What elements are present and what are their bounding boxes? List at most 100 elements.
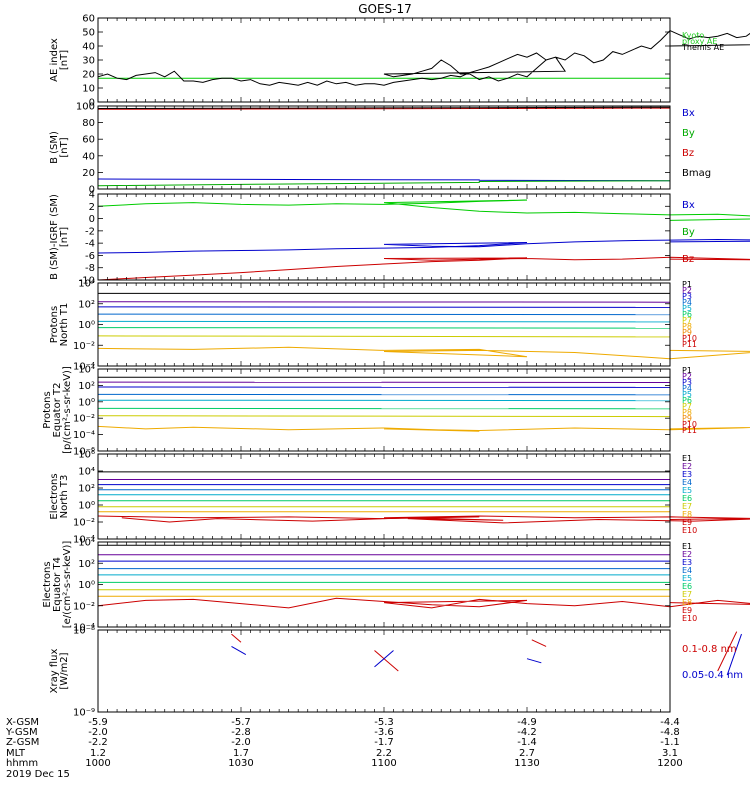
- legend-entry: E5: [682, 486, 692, 495]
- panel-frame: [97, 629, 671, 713]
- y-tick-label: 10: [82, 84, 95, 95]
- legend-entry: P5: [682, 390, 692, 399]
- y-tick-label: -10: [79, 276, 95, 287]
- legend-entry: E6: [682, 582, 692, 591]
- y-tick-label: -2: [85, 226, 95, 237]
- legend-entry: E10: [682, 614, 697, 623]
- y-tick-label: 10²: [78, 381, 95, 392]
- legend-entry: P11: [682, 340, 697, 349]
- y-axis-label: Protons: [49, 306, 60, 343]
- legend-entry: Kyoto: [682, 31, 704, 40]
- legend-entry: P7: [682, 402, 692, 411]
- y-tick-label: 60: [82, 135, 95, 146]
- x-row-value: -2.2: [88, 737, 108, 748]
- y-tick-label: 10²: [78, 559, 95, 570]
- legend-entry: Bx: [682, 200, 695, 211]
- y-axis-label: B (SM)-IGRF (SM): [49, 194, 60, 280]
- series-line-0-05-0-4-nm-seg1: [374, 650, 394, 668]
- legend-entry: 0.05-0.4 nm: [682, 670, 743, 681]
- legend-entry: P9: [682, 328, 692, 337]
- y-tick-label: 60: [82, 14, 95, 25]
- series-line-0-1-0-8-nm-seg3: [717, 631, 738, 672]
- legend-entry: E3: [682, 470, 692, 479]
- x-row-value: -3.6: [374, 727, 394, 738]
- legend-entry: E7: [682, 502, 692, 511]
- series-line-themis-ae: [97, 30, 750, 86]
- y-tick-label: 0: [89, 185, 95, 196]
- y-tick-label: -6: [85, 251, 95, 262]
- panel-2: 0 20 40 60 80 100 B (SM) [nT] Bx By Bz Bmag: [49, 102, 711, 196]
- panel-frame: [97, 453, 671, 540]
- y-axis-label: [e/(cm²-s-sr-keV)]: [62, 541, 73, 629]
- panel-5: 10⁻⁶ 10⁻⁴ 10⁻² 10⁰ 10² 10⁴ Protons Equator T2 [p…: [42, 365, 750, 458]
- x-row-label: hhmm: [6, 758, 38, 769]
- x-row-value: -4.4: [660, 717, 680, 728]
- series-line-0-05-0-4-nm-seg3: [726, 633, 742, 676]
- legend-entry: Bz: [682, 254, 694, 265]
- x-row-value: -2.0: [231, 737, 251, 748]
- y-tick-label: 10⁻⁴: [73, 430, 95, 441]
- panel-8: 10⁻⁹ 10⁻⁸ Xray flux [W/m2] 0.1-0.8 nm 0.05-0.…: [49, 626, 743, 719]
- legend-entry: Bmag: [682, 168, 711, 179]
- series-line-0-05-0-4-nm-seg0: [231, 645, 247, 656]
- y-tick-label: 40: [82, 42, 95, 53]
- y-axis-label: Protons: [42, 391, 53, 428]
- legend-entry: E8: [682, 598, 692, 607]
- y-tick-label: 20: [82, 168, 95, 179]
- y-axis-label: [W/m2]: [59, 652, 70, 689]
- legend-entry: P9: [682, 414, 692, 423]
- x-row-value: 3.1: [662, 748, 678, 759]
- x-row-value: 1.2: [90, 748, 106, 759]
- x-row-value: 1100: [371, 758, 396, 769]
- y-tick-label: 4: [89, 190, 95, 201]
- y-tick-label: 10⁻²: [73, 341, 95, 352]
- y-tick-label: 10⁴: [78, 365, 95, 376]
- legend-entry: E4: [682, 566, 692, 575]
- y-tick-label: 50: [82, 28, 95, 39]
- legend-entry: 0.1-0.8 nm: [682, 644, 737, 655]
- legend-entry: P1: [682, 280, 692, 289]
- legend-entry: E8: [682, 510, 692, 519]
- legend-entry: P2: [682, 372, 692, 381]
- series-line-bx: [97, 178, 671, 182]
- y-tick-label: 2: [89, 202, 95, 213]
- series-line-by: [97, 199, 750, 221]
- y-axis-label: North T1: [59, 303, 70, 347]
- x-row-value: -1.1: [660, 737, 680, 748]
- series-line-0-1-0-8-nm-seg0: [231, 633, 242, 643]
- x-row-value: -1.4: [517, 737, 537, 748]
- legend-entry: By: [682, 227, 695, 238]
- panel-7: 10⁻⁴ 10⁻² 10⁰ 10² 10⁴ Electrons Equator T4 [e/(…: [42, 538, 750, 634]
- series-line-p5: [97, 320, 671, 323]
- y-axis-label: North T3: [59, 475, 70, 519]
- y-tick-label: 10⁻²: [73, 518, 95, 529]
- series-line-0-1-0-8-nm-seg1: [374, 650, 399, 672]
- panel-frame: [97, 368, 671, 452]
- x-row-value: -5.9: [88, 717, 108, 728]
- series-line-p4: [97, 313, 671, 316]
- y-axis-label: B (SM): [49, 131, 60, 164]
- y-tick-label: 10⁴: [78, 538, 95, 549]
- y-tick-label: 40: [82, 151, 95, 162]
- series-line-p8: [97, 346, 750, 360]
- x-row-value: -5.3: [374, 717, 394, 728]
- x-row-value: -5.7: [231, 717, 251, 728]
- y-tick-label: -4: [85, 239, 95, 250]
- series-line-e9: [97, 597, 750, 609]
- x-row-value: -4.9: [517, 717, 537, 728]
- series-line-e9: [97, 515, 750, 520]
- legend-entry: E9: [682, 518, 692, 527]
- legend-entry: E10: [682, 526, 697, 535]
- legend-entry: E6: [682, 494, 692, 503]
- y-axis-label: [nT]: [59, 50, 70, 70]
- legend-entry: P5: [682, 304, 692, 313]
- x-row-value: 1130: [514, 758, 539, 769]
- series-line-0-1-0-8-nm-seg2: [531, 639, 547, 647]
- y-axis-label: [nT]: [59, 227, 70, 247]
- plot-title: GOES-17: [358, 2, 412, 16]
- x-row-value: 1.7: [233, 748, 249, 759]
- legend-entry: P11: [682, 426, 697, 435]
- x-row-label: X-GSM: [6, 717, 39, 728]
- legend-entry: P4: [682, 298, 692, 307]
